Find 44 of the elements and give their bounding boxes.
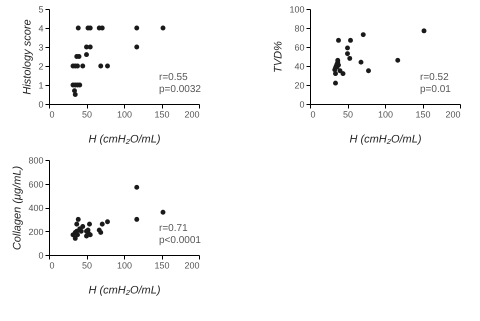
y-tick-label: 0	[38, 100, 44, 110]
y-tick-label: 5	[38, 4, 44, 14]
y-tick-label: 0	[38, 250, 44, 260]
annotation: r=0.55	[159, 72, 188, 83]
y-axis-title: Collagen (μg/mL)	[11, 166, 24, 250]
y-tick-label: 200	[28, 226, 44, 237]
annotation: p=0.01	[420, 84, 452, 95]
x-tick-label: 200	[184, 110, 200, 120]
annotation: p=0.0032	[159, 84, 202, 95]
x-tick-label: 50	[82, 260, 92, 270]
x-tick-label: 50	[82, 110, 92, 120]
y-tick-label: 800	[28, 156, 44, 166]
x-tick-label: 150	[154, 260, 170, 270]
y-axis-title: TVD%	[272, 40, 284, 73]
x-tick-label: 100	[116, 260, 132, 270]
x-tick-label: 0	[50, 110, 55, 120]
y-tick-label: 80	[294, 24, 304, 34]
y-tick-label: 20	[294, 80, 304, 90]
y-tick-label: 2	[38, 62, 44, 72]
y-tick-label: 4	[38, 24, 44, 34]
x-tick-label: 0	[310, 110, 316, 120]
x-tick-label: 0	[50, 260, 55, 270]
x-tick-label: 200	[445, 110, 460, 120]
x-axis-title: H (cmH₂O/mL)	[88, 284, 161, 296]
y-tick-label: 3	[38, 42, 44, 52]
x-tick-label: 50	[342, 110, 354, 120]
annotation: r=0.71	[159, 223, 188, 234]
x-tick-label: 100	[116, 110, 132, 120]
x-tick-label: 100	[378, 110, 394, 120]
x-axis-title: H (cmH₂O/mL)	[88, 134, 161, 146]
x-tick-label: 200	[184, 260, 200, 270]
annotation: r=0.52	[420, 72, 450, 83]
y-tick-label: 0	[299, 100, 304, 110]
y-tick-label: 1	[38, 80, 44, 90]
x-tick-label: 150	[154, 110, 170, 120]
y-tick-label: 400	[28, 203, 44, 213]
y-axis-title: Histology score	[21, 19, 34, 95]
y-tick-label: 600	[28, 179, 44, 190]
y-tick-label: 40	[294, 62, 304, 72]
y-tick-label: 100	[289, 4, 304, 14]
x-tick-label: 150	[415, 110, 431, 120]
x-axis-title: H (cmH₂O/mL)	[349, 134, 422, 146]
y-tick-label: 60	[294, 42, 304, 52]
annotation: p<0.0001	[159, 235, 202, 246]
